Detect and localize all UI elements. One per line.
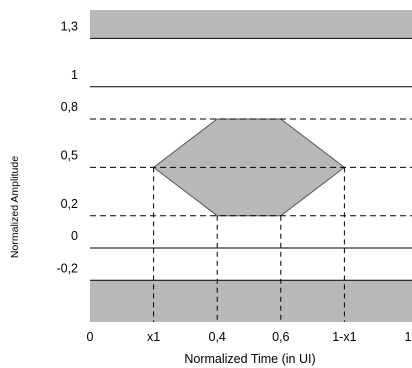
grid-layer (90, 37, 412, 322)
label-layer: 1,3 1 0,8 0,5 0,2 0 -0,2 0 x1 0,4 0,6 1-x1 1 (56, 19, 411, 344)
upper-keepout-region (90, 10, 412, 39)
x-tick-label: 0 (87, 330, 94, 344)
x-axis-title: Normalized Time (in UI) (184, 352, 315, 366)
y-tick-label: 0 (71, 229, 78, 243)
lower-keepout-region (90, 280, 412, 322)
x-tick-label: 1 (405, 330, 412, 344)
keepout-layer (90, 10, 412, 322)
y-tick-label: 1 (71, 68, 78, 82)
x-tick-label: 0,6 (272, 330, 289, 344)
y-tick-label: -0,2 (56, 261, 78, 275)
x-tick-label: x1 (147, 330, 160, 344)
y-tick-label: 0,2 (61, 197, 78, 211)
y-tick-label: 0,5 (61, 148, 78, 162)
x-tick-label: 1-x1 (332, 330, 356, 344)
x-tick-label: 0,4 (209, 330, 226, 344)
y-tick-label: 0,8 (61, 100, 78, 114)
y-axis-title: Normalized Amplitude (9, 156, 21, 258)
y-tick-label: 1,3 (61, 19, 78, 33)
